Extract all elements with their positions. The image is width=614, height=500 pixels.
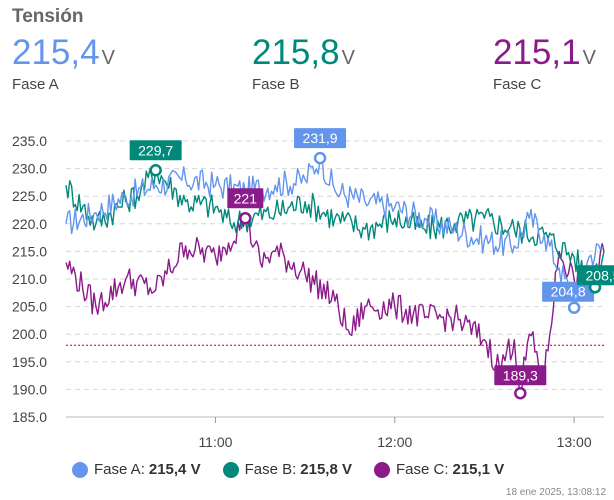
annotation-marker: [239, 212, 252, 225]
phase-a-unit: V: [101, 47, 115, 69]
phase-c-label: Fase C: [493, 76, 542, 93]
voltage-chart[interactable]: 235.0 230.0 225.0 220.0 215.0 210.0 205.0 200.0…: [0, 120, 614, 460]
y-tick-label: 210.0: [12, 271, 47, 287]
legend-item-phase-b[interactable]: Fase B: 215,8 V: [222, 461, 352, 478]
legend-dot-icon: [72, 461, 88, 478]
legend-item-phase-a[interactable]: Fase A: 215,4 V: [72, 461, 201, 478]
phase-b-value: 215,8: [252, 33, 340, 72]
chart-title: Tensión: [12, 6, 84, 27]
phase-c-unit: V: [582, 47, 596, 69]
legend-dot-icon: [373, 461, 390, 478]
annotation-label: 229,7: [138, 142, 173, 158]
legend-value: 215,8 V: [300, 461, 352, 478]
y-tick-label: 200.0: [12, 326, 47, 342]
y-tick-label: 185.0: [12, 409, 47, 425]
y-tick-label: 190.0: [12, 381, 47, 397]
y-tick-label: 205.0: [12, 299, 47, 315]
series-line-fase-b: [65, 167, 605, 289]
legend: Fase A: 215,4 V Fase B: 215,8 V Fase C: …: [72, 461, 504, 478]
legend-name: Fase A:: [94, 461, 145, 478]
legend-value: 215,1 V: [452, 461, 505, 478]
annotation-marker: [567, 301, 581, 314]
annotation-badge: [577, 265, 614, 286]
annotation-label: 231,9: [303, 130, 338, 146]
y-tick-label: 230.0: [12, 161, 47, 177]
legend-value: 215,4 V: [148, 461, 201, 478]
annotation-badge: [227, 188, 264, 209]
legend-name: Fase B:: [244, 461, 297, 478]
annotation-badge: [294, 128, 347, 149]
annotation-label: 221: [234, 190, 258, 206]
phase-b-summary: 215,8 V Fase B: [252, 32, 355, 93]
x-tick-label: 11:00: [198, 434, 232, 450]
y-tick-label: 220.0: [12, 216, 47, 232]
annotation-label: 189,3: [503, 367, 538, 383]
legend-item-phase-c[interactable]: Fase C: 215,1 V: [373, 461, 505, 478]
phase-c-value: 215,1: [493, 33, 581, 72]
annotation-badge: [494, 365, 547, 386]
x-tick-label: 13:00: [557, 434, 592, 450]
series-line-fase-a: [65, 152, 605, 308]
phase-b-label: Fase B: [252, 76, 300, 93]
y-tick-label: 225.0: [12, 188, 47, 204]
series-line-fase-c: [65, 212, 605, 394]
legend-name: Fase C:: [395, 461, 449, 478]
phase-c-summary: 215,1 V Fase C: [493, 32, 596, 93]
y-tick-label: 235.0: [12, 133, 47, 149]
annotation-label: 204,8: [551, 284, 586, 300]
x-tick-label: 12:00: [377, 434, 412, 450]
annotation-badge: [129, 140, 182, 161]
annotation-marker: [149, 164, 162, 177]
annotation-label: 208,5: [586, 267, 614, 283]
phase-a-summary: 215,4 V Fase A: [12, 32, 115, 93]
annotation-marker: [514, 387, 527, 400]
phase-a-label: Fase A: [12, 76, 59, 93]
phase-a-value: 215,4: [12, 33, 100, 72]
phase-b-unit: V: [341, 47, 355, 69]
annotation-badge: [542, 281, 595, 302]
y-tick-label: 215.0: [12, 243, 47, 259]
legend-dot-icon: [222, 461, 239, 478]
annotation-marker: [313, 151, 327, 165]
timestamp: 18 ene 2025, 13:08:12: [505, 487, 606, 498]
y-tick-label: 195.0: [12, 354, 47, 370]
